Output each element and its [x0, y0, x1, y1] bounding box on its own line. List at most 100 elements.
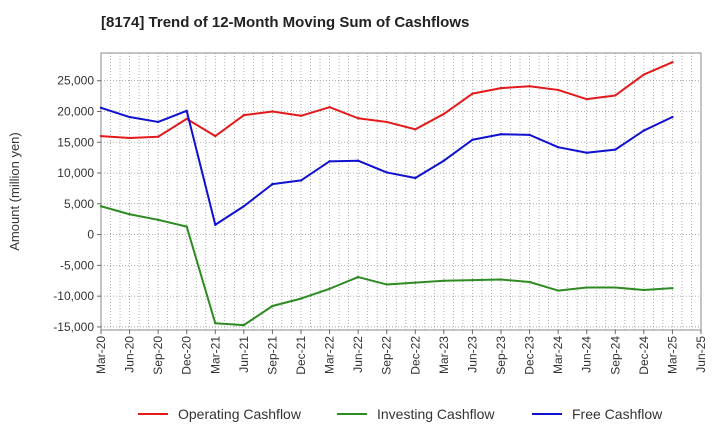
data-point-operating-cashflow — [414, 128, 417, 131]
x-tick-label: Sep-22 — [380, 336, 394, 375]
x-tick-label: Sep-20 — [151, 336, 165, 375]
data-point-free-cashflow — [242, 205, 246, 208]
data-point-operating-cashflow — [328, 105, 331, 109]
data-point-operating-cashflow — [528, 85, 531, 88]
data-point-investing-cashflow — [271, 304, 274, 308]
x-tick-label: Jun-21 — [237, 336, 251, 373]
data-point-investing-cashflow — [671, 286, 674, 290]
legend-label-free-cashflow: Free Cashflow — [572, 406, 663, 422]
data-point-investing-cashflow — [414, 281, 417, 284]
data-point-investing-cashflow — [156, 218, 160, 222]
data-point-operating-cashflow — [442, 112, 446, 116]
data-point-investing-cashflow — [614, 286, 617, 289]
data-point-investing-cashflow — [356, 275, 360, 279]
data-point-operating-cashflow — [471, 92, 474, 95]
data-point-investing-cashflow — [185, 225, 188, 228]
data-point-investing-cashflow — [585, 286, 588, 289]
x-tick-label: Mar-22 — [323, 336, 337, 374]
data-point-investing-cashflow — [214, 322, 217, 325]
data-point-operating-cashflow — [156, 135, 160, 138]
data-point-operating-cashflow — [271, 110, 274, 113]
data-point-investing-cashflow — [242, 323, 246, 327]
x-tick-label: Mar-21 — [208, 336, 222, 374]
data-point-free-cashflow — [214, 223, 217, 226]
x-tick-label: Dec-22 — [408, 336, 422, 375]
y-tick-label: 10,000 — [57, 166, 94, 180]
y-tick-label: 5,000 — [64, 197, 94, 211]
data-point-operating-cashflow — [614, 94, 617, 97]
y-tick-label: 20,000 — [57, 104, 94, 118]
y-axis-label: Amount (million yen) — [7, 132, 22, 251]
data-point-operating-cashflow — [299, 114, 303, 117]
x-tick-label: Mar-24 — [551, 336, 565, 374]
data-point-operating-cashflow — [385, 120, 388, 124]
y-tick-label: 0 — [87, 228, 94, 242]
x-tick-label: Dec-24 — [637, 336, 651, 375]
data-point-investing-cashflow — [328, 287, 331, 290]
x-tick-label: Sep-21 — [265, 336, 279, 375]
data-point-free-cashflow — [156, 120, 160, 124]
data-point-free-cashflow — [642, 129, 646, 132]
x-tick-label: Dec-20 — [180, 336, 194, 375]
data-point-free-cashflow — [99, 106, 103, 109]
data-point-operating-cashflow — [585, 97, 588, 101]
data-point-investing-cashflow — [299, 297, 303, 300]
data-point-investing-cashflow — [442, 279, 446, 282]
data-point-operating-cashflow — [242, 113, 246, 117]
plot-border — [100, 52, 702, 331]
chart-title: [8174] Trend of 12-Month Moving Sum of C… — [101, 14, 470, 31]
x-tick-label: Jun-24 — [580, 336, 594, 373]
y-tick-label: 15,000 — [57, 135, 94, 149]
data-point-operating-cashflow — [99, 134, 103, 138]
data-point-investing-cashflow — [385, 283, 388, 286]
data-point-investing-cashflow — [471, 278, 474, 282]
y-tick-label: -15,000 — [53, 320, 94, 334]
data-point-free-cashflow — [385, 171, 388, 174]
data-point-free-cashflow — [185, 109, 188, 113]
data-point-operating-cashflow — [214, 134, 217, 138]
data-point-free-cashflow — [614, 148, 617, 151]
data-point-free-cashflow — [671, 115, 674, 119]
y-tick-label: 25,000 — [57, 74, 94, 88]
x-tick-label: Sep-23 — [494, 336, 508, 375]
data-point-free-cashflow — [471, 138, 474, 141]
data-point-investing-cashflow — [128, 213, 131, 216]
x-tick-label: Dec-21 — [294, 336, 308, 375]
y-tick-label: -5,000 — [60, 258, 94, 272]
data-point-operating-cashflow — [556, 88, 560, 92]
data-point-operating-cashflow — [128, 136, 131, 140]
data-point-free-cashflow — [356, 159, 360, 162]
data-point-free-cashflow — [128, 115, 131, 119]
x-tick-label: Jun-22 — [351, 336, 365, 373]
data-point-operating-cashflow — [185, 117, 188, 121]
x-tick-label: Dec-23 — [523, 336, 537, 375]
data-point-operating-cashflow — [642, 73, 646, 76]
data-point-investing-cashflow — [642, 288, 646, 292]
x-tick-label: Jun-20 — [123, 336, 137, 373]
legend-label-operating-cashflow: Operating Cashflow — [178, 406, 302, 422]
data-point-free-cashflow — [499, 133, 503, 136]
data-point-free-cashflow — [442, 159, 446, 162]
data-point-free-cashflow — [585, 151, 588, 154]
data-point-free-cashflow — [271, 182, 274, 186]
x-tick-label: Jun-25 — [694, 336, 708, 373]
data-point-operating-cashflow — [356, 117, 360, 120]
x-tick-label: Mar-25 — [665, 336, 679, 374]
data-point-free-cashflow — [528, 133, 531, 137]
data-point-investing-cashflow — [99, 205, 103, 208]
data-point-investing-cashflow — [499, 278, 503, 281]
data-point-investing-cashflow — [528, 280, 531, 284]
x-tick-label: Mar-20 — [94, 336, 108, 374]
data-point-free-cashflow — [299, 179, 303, 182]
data-point-free-cashflow — [328, 160, 331, 163]
data-point-operating-cashflow — [671, 61, 674, 64]
y-tick-label: -10,000 — [53, 289, 94, 303]
data-point-free-cashflow — [414, 176, 417, 180]
data-point-free-cashflow — [556, 145, 560, 149]
data-point-investing-cashflow — [556, 289, 560, 292]
data-point-operating-cashflow — [499, 86, 503, 90]
x-tick-label: Sep-24 — [608, 336, 622, 375]
x-tick-label: Jun-23 — [465, 336, 479, 373]
